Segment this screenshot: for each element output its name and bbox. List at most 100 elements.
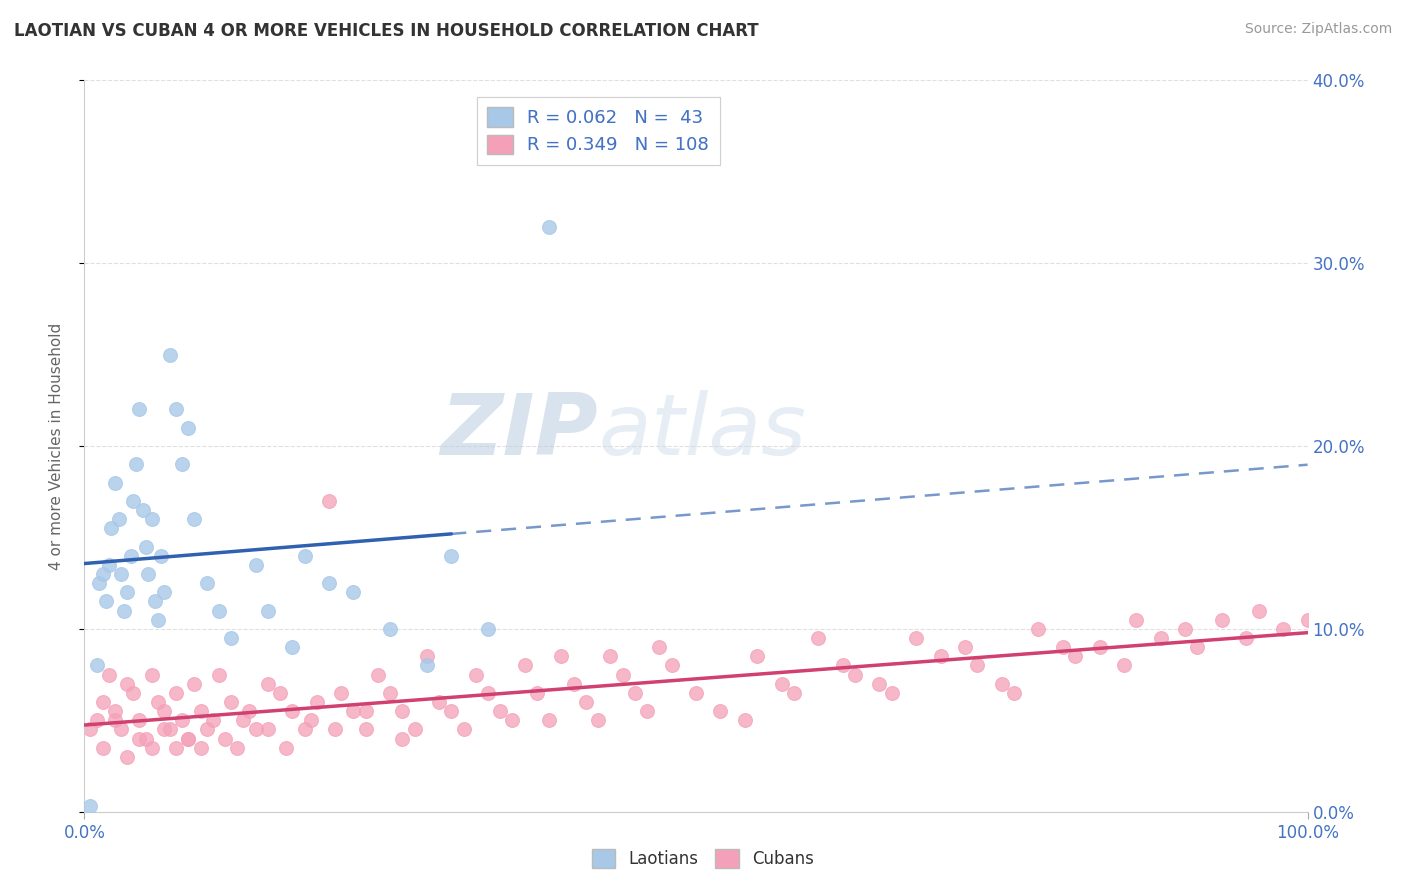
Point xyxy=(165,686,187,700)
Point xyxy=(330,686,353,700)
Point xyxy=(966,658,988,673)
Legend: R = 0.062   N =  43, R = 0.349   N = 108: R = 0.062 N = 43, R = 0.349 N = 108 xyxy=(477,96,720,165)
Point xyxy=(190,740,212,755)
Point xyxy=(190,704,212,718)
Point xyxy=(110,723,132,737)
Point xyxy=(380,622,402,636)
Point xyxy=(208,603,231,617)
Point xyxy=(159,723,181,737)
Point xyxy=(648,640,671,655)
Point xyxy=(624,686,647,700)
Point xyxy=(146,695,169,709)
Text: Source: ZipAtlas.com: Source: ZipAtlas.com xyxy=(1244,22,1392,37)
Point xyxy=(214,731,236,746)
Point xyxy=(1174,622,1197,636)
Point xyxy=(538,714,561,728)
Point xyxy=(172,458,194,472)
Point xyxy=(257,676,280,690)
Point xyxy=(1150,631,1173,645)
Point xyxy=(440,704,463,718)
Point xyxy=(1028,622,1050,636)
Point xyxy=(294,549,316,563)
Point xyxy=(135,540,157,554)
Point xyxy=(150,549,173,563)
Point xyxy=(427,695,450,709)
Text: ZIP: ZIP xyxy=(440,390,598,473)
Point xyxy=(104,475,127,490)
Point xyxy=(245,558,267,572)
Point xyxy=(562,676,585,690)
Point xyxy=(104,704,127,718)
Text: LAOTIAN VS CUBAN 4 OR MORE VEHICLES IN HOUSEHOLD CORRELATION CHART: LAOTIAN VS CUBAN 4 OR MORE VEHICLES IN H… xyxy=(14,22,759,40)
Point xyxy=(79,799,101,814)
Point xyxy=(404,723,426,737)
Point xyxy=(87,576,110,591)
Point xyxy=(177,731,200,746)
Point xyxy=(122,686,145,700)
Point xyxy=(257,603,280,617)
Point xyxy=(391,704,413,718)
Point xyxy=(172,714,194,728)
Point xyxy=(880,686,903,700)
Point xyxy=(153,704,176,718)
Point xyxy=(294,723,316,737)
Point xyxy=(1002,686,1025,700)
Point xyxy=(783,686,806,700)
Point xyxy=(115,749,138,764)
Point xyxy=(416,649,439,664)
Point xyxy=(1211,613,1233,627)
Point xyxy=(159,348,181,362)
Point xyxy=(208,667,231,681)
Point xyxy=(1272,622,1295,636)
Point xyxy=(115,676,138,690)
Point xyxy=(91,695,114,709)
Point xyxy=(132,503,155,517)
Point xyxy=(257,723,280,737)
Point xyxy=(122,494,145,508)
Point xyxy=(125,458,148,472)
Point xyxy=(831,658,853,673)
Point xyxy=(219,631,242,645)
Point xyxy=(110,567,132,582)
Point xyxy=(153,585,176,599)
Point xyxy=(177,731,200,746)
Point xyxy=(177,421,200,435)
Point xyxy=(281,704,304,718)
Point xyxy=(991,676,1014,690)
Point xyxy=(195,723,218,737)
Point xyxy=(770,676,793,690)
Point xyxy=(709,704,731,718)
Point xyxy=(354,704,377,718)
Point xyxy=(165,402,187,417)
Text: atlas: atlas xyxy=(598,390,806,473)
Point xyxy=(91,740,114,755)
Point xyxy=(905,631,928,645)
Point xyxy=(342,704,364,718)
Point xyxy=(416,658,439,673)
Point xyxy=(100,521,122,535)
Point xyxy=(276,740,298,755)
Point xyxy=(141,740,163,755)
Point xyxy=(734,714,756,728)
Point xyxy=(440,549,463,563)
Point xyxy=(201,714,224,728)
Point xyxy=(104,714,127,728)
Point xyxy=(165,740,187,755)
Point xyxy=(238,704,260,718)
Point xyxy=(112,603,135,617)
Point xyxy=(477,622,499,636)
Point xyxy=(79,723,101,737)
Point xyxy=(120,549,142,563)
Point xyxy=(612,667,634,681)
Point xyxy=(141,512,163,526)
Point xyxy=(318,576,340,591)
Point xyxy=(86,714,108,728)
Point xyxy=(128,402,150,417)
Point xyxy=(929,649,952,664)
Point xyxy=(464,667,486,681)
Point xyxy=(1296,613,1319,627)
Point xyxy=(96,594,118,608)
Point xyxy=(183,676,205,690)
Point xyxy=(305,695,328,709)
Point xyxy=(269,686,291,700)
